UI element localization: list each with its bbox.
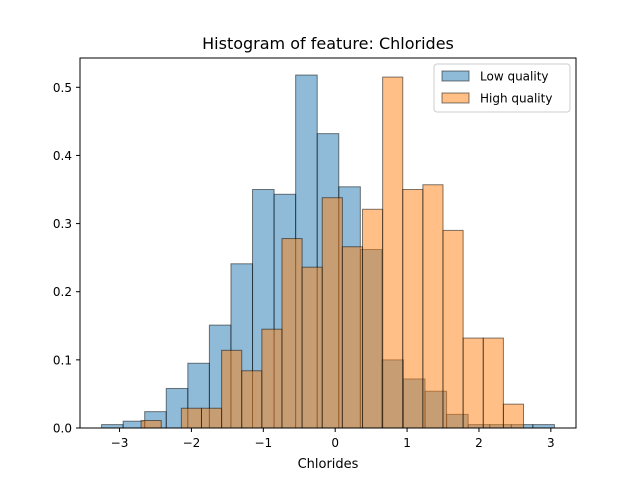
histogram-bar bbox=[482, 337, 504, 429]
x-axis-label: Chlorides bbox=[298, 457, 359, 472]
legend: Low quality High quality bbox=[433, 63, 571, 113]
histogram-bar bbox=[382, 76, 404, 429]
histogram-bar bbox=[532, 424, 555, 429]
histogram-bar bbox=[442, 229, 464, 429]
bars-layer bbox=[101, 74, 555, 429]
x-axis: −3 −2 −1 0 1 2 3 bbox=[111, 428, 555, 450]
histogram-bar bbox=[241, 370, 263, 429]
legend-swatch bbox=[441, 70, 470, 82]
chart-title: Histogram of feature: Chlorides bbox=[202, 34, 454, 53]
legend-label: High quality bbox=[480, 92, 552, 106]
histogram-bar bbox=[341, 246, 364, 429]
series-high-quality bbox=[140, 76, 525, 429]
y-tick-label: 0.0 bbox=[53, 422, 72, 436]
histogram-bar bbox=[321, 197, 343, 429]
y-tick-label: 0.5 bbox=[53, 81, 72, 95]
histogram-bar bbox=[180, 407, 202, 429]
histogram-bar bbox=[502, 403, 525, 429]
histogram-bar bbox=[462, 337, 484, 429]
legend-label: Low quality bbox=[480, 70, 549, 84]
y-tick-label: 0.4 bbox=[53, 149, 72, 163]
y-tick-label: 0.1 bbox=[53, 353, 72, 367]
histogram-bar bbox=[301, 266, 323, 429]
histogram-bar bbox=[101, 424, 124, 429]
histogram-bar bbox=[281, 238, 303, 429]
x-tick-label: −1 bbox=[254, 436, 272, 450]
histogram-bar bbox=[362, 208, 384, 429]
y-axis: 0.0 0.1 0.2 0.3 0.4 0.5 bbox=[53, 81, 80, 436]
histogram-bar bbox=[221, 349, 243, 429]
histogram-bar bbox=[402, 189, 424, 429]
histogram-bar bbox=[422, 184, 444, 429]
x-tick-label: 0 bbox=[331, 436, 339, 450]
histogram-bar bbox=[140, 420, 162, 429]
x-tick-label: 2 bbox=[475, 436, 483, 450]
x-tick-label: 1 bbox=[403, 436, 411, 450]
y-tick-label: 0.2 bbox=[53, 285, 72, 299]
axes-frame bbox=[79, 57, 577, 429]
y-tick-label: 0.3 bbox=[53, 217, 72, 231]
x-tick-label: −3 bbox=[111, 436, 129, 450]
histogram-bar bbox=[200, 407, 223, 429]
x-tick-label: 3 bbox=[547, 436, 555, 450]
legend-swatch bbox=[441, 92, 470, 104]
x-tick-label: −2 bbox=[183, 436, 201, 450]
histogram-bar bbox=[261, 328, 283, 429]
